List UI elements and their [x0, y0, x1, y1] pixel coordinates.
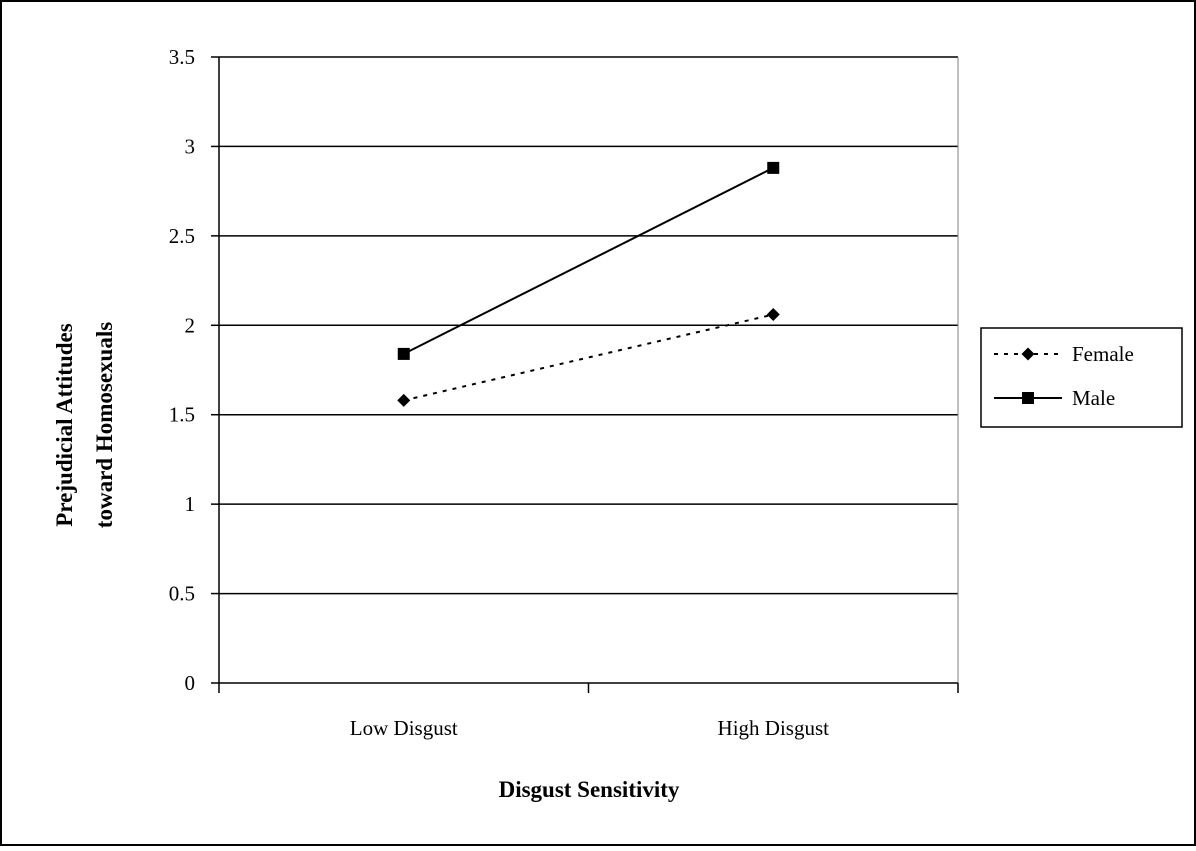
- y-tick-label: 2: [185, 313, 196, 337]
- legend-item: Female: [994, 342, 1134, 366]
- y-tick-label: 0: [185, 671, 196, 695]
- diamond-marker: [397, 393, 411, 407]
- x-axis-title: Disgust Sensitivity: [499, 777, 680, 802]
- legend-items: Female Male: [994, 342, 1134, 410]
- diamond-marker: [1021, 347, 1035, 361]
- series-line: [403, 313, 774, 402]
- series-lines: [397, 161, 780, 407]
- legend-box: [980, 327, 1183, 428]
- x-category-label: Low Disgust: [350, 716, 458, 740]
- y-axis-title-line-2: toward Homosexuals: [92, 322, 117, 528]
- y-tick-label: 3.5: [169, 45, 195, 69]
- axes: [211, 56, 959, 693]
- y-axis-title: Prejudicial Attitudes toward Homosexuals: [52, 322, 117, 528]
- square-marker: [397, 347, 410, 360]
- square-marker: [767, 161, 780, 174]
- legend-label: Male: [1072, 386, 1115, 410]
- square-marker: [1022, 392, 1034, 404]
- gridlines: [219, 56, 959, 683]
- y-axis-title-line-1: Prejudicial Attitudes: [52, 323, 77, 526]
- series-male: [397, 161, 780, 360]
- y-tick-label: 1: [185, 492, 196, 516]
- x-category-labels: Low Disgust High Disgust: [350, 716, 829, 740]
- x-category-label: High Disgust: [718, 716, 830, 740]
- y-tick-label: 1.5: [169, 403, 195, 427]
- legend-label: Female: [1072, 342, 1134, 366]
- legend: Female Male: [980, 327, 1183, 428]
- y-tick-label: 3: [185, 134, 196, 158]
- diamond-marker: [766, 308, 780, 322]
- series-line: [403, 166, 774, 355]
- series-female: [397, 308, 780, 407]
- y-tick-labels: 0 0.5 1 1.5 2 2.5 3 3.5: [169, 45, 195, 695]
- legend-item: Male: [994, 386, 1115, 410]
- y-tick-label: 2.5: [169, 224, 195, 248]
- y-tick-label: 0.5: [169, 582, 195, 606]
